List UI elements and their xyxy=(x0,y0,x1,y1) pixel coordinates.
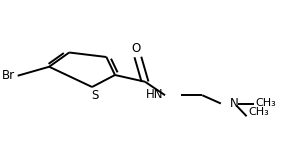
Text: CH₃: CH₃ xyxy=(255,98,276,108)
Text: S: S xyxy=(91,89,99,102)
Text: CH₃: CH₃ xyxy=(248,107,269,117)
Text: Br: Br xyxy=(2,69,15,82)
Text: N: N xyxy=(229,97,238,110)
Text: O: O xyxy=(132,42,141,55)
Text: HN: HN xyxy=(146,88,164,101)
